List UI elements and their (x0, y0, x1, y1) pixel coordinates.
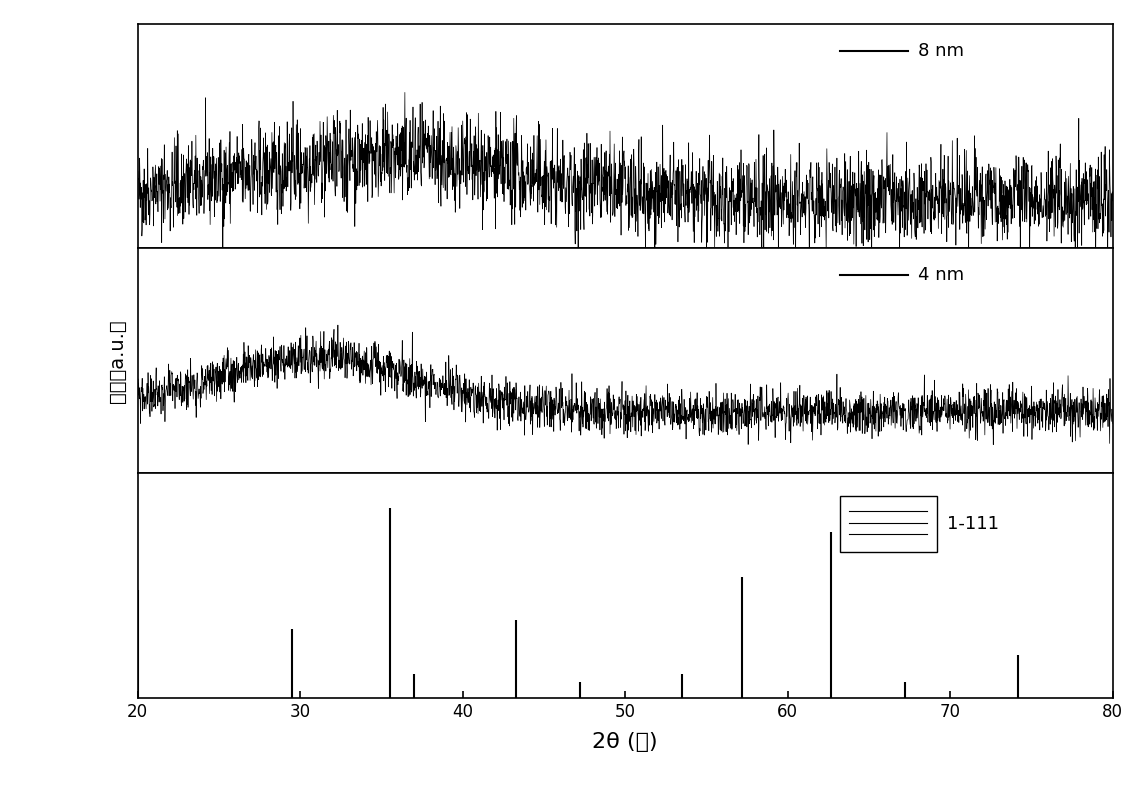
X-axis label: 2θ (度): 2θ (度) (592, 732, 658, 752)
Text: 8 nm: 8 nm (918, 42, 963, 59)
Y-axis label: 强度（a.u.）: 强度（a.u.） (108, 319, 126, 403)
Text: 4 nm: 4 nm (918, 266, 963, 285)
Text: 1-111: 1-111 (947, 515, 999, 533)
Bar (840, 496, 937, 552)
